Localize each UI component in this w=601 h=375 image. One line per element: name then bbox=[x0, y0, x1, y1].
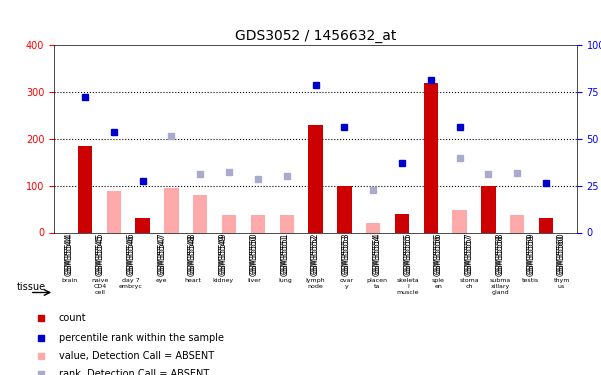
Text: thym
us: thym us bbox=[554, 278, 570, 289]
Text: skeleta
l
muscle: skeleta l muscle bbox=[397, 278, 419, 295]
Text: GSM35558: GSM35558 bbox=[496, 235, 505, 276]
Text: GSM35548: GSM35548 bbox=[188, 232, 197, 274]
Text: GSM35556: GSM35556 bbox=[434, 232, 443, 274]
Bar bbox=[481, 186, 496, 232]
Text: GSM35557: GSM35557 bbox=[465, 232, 474, 274]
Text: GSM35547: GSM35547 bbox=[157, 235, 166, 276]
Text: GSM35554: GSM35554 bbox=[373, 232, 382, 274]
Text: heart: heart bbox=[184, 278, 201, 283]
Text: GSM35558: GSM35558 bbox=[496, 232, 505, 274]
Bar bbox=[222, 214, 236, 232]
Text: GSM35552: GSM35552 bbox=[311, 232, 320, 274]
Text: count: count bbox=[59, 313, 86, 322]
Text: day 7
embryc: day 7 embryc bbox=[119, 278, 143, 289]
Bar bbox=[510, 214, 525, 232]
Text: brain: brain bbox=[61, 278, 78, 283]
Text: GSM35548: GSM35548 bbox=[188, 235, 197, 276]
Bar bbox=[337, 186, 352, 232]
Text: eye: eye bbox=[156, 278, 168, 283]
Text: GSM35560: GSM35560 bbox=[557, 232, 566, 274]
Text: lymph
node: lymph node bbox=[306, 278, 325, 289]
Text: GSM35551: GSM35551 bbox=[280, 235, 289, 276]
Text: GSM35556: GSM35556 bbox=[434, 235, 443, 276]
Text: placen
ta: placen ta bbox=[367, 278, 388, 289]
Text: value, Detection Call = ABSENT: value, Detection Call = ABSENT bbox=[59, 351, 214, 361]
Text: GSM35553: GSM35553 bbox=[342, 232, 351, 274]
Text: GSM35549: GSM35549 bbox=[219, 235, 228, 276]
Text: GSM35545: GSM35545 bbox=[96, 232, 105, 274]
Text: subma
xillary
gland: subma xillary gland bbox=[489, 278, 511, 295]
Text: lung: lung bbox=[278, 278, 291, 283]
Text: naive
CD4
cell: naive CD4 cell bbox=[91, 278, 109, 295]
Text: GSM35554: GSM35554 bbox=[373, 235, 382, 276]
Text: GSM35551: GSM35551 bbox=[280, 232, 289, 274]
Text: GSM35552: GSM35552 bbox=[311, 235, 320, 276]
Bar bbox=[538, 218, 553, 232]
Text: GSM35550: GSM35550 bbox=[249, 235, 258, 276]
Bar bbox=[424, 82, 438, 232]
Text: GSM35560: GSM35560 bbox=[557, 235, 566, 276]
Text: GSM35559: GSM35559 bbox=[526, 232, 535, 274]
Text: GSM35545: GSM35545 bbox=[96, 235, 105, 276]
Text: GSM35546: GSM35546 bbox=[126, 232, 135, 274]
Bar bbox=[279, 214, 294, 232]
Text: GSM35546: GSM35546 bbox=[126, 235, 135, 276]
Text: percentile rank within the sample: percentile rank within the sample bbox=[59, 333, 224, 343]
Text: GSM35544: GSM35544 bbox=[65, 235, 74, 276]
Text: GSM35549: GSM35549 bbox=[219, 232, 228, 274]
Bar bbox=[453, 210, 467, 232]
Text: kidney: kidney bbox=[213, 278, 234, 283]
Text: GSM35544: GSM35544 bbox=[65, 232, 74, 274]
Bar bbox=[395, 214, 409, 232]
Text: ovar
y: ovar y bbox=[339, 278, 353, 289]
Text: tissue: tissue bbox=[17, 282, 46, 291]
Bar bbox=[106, 191, 121, 232]
Bar bbox=[366, 223, 380, 232]
Text: stoma
ch: stoma ch bbox=[460, 278, 479, 289]
Text: GSM35555: GSM35555 bbox=[403, 235, 412, 276]
Text: GSM35559: GSM35559 bbox=[526, 235, 535, 276]
Text: rank, Detection Call = ABSENT: rank, Detection Call = ABSENT bbox=[59, 369, 209, 375]
Text: GSM35550: GSM35550 bbox=[249, 232, 258, 274]
Title: GDS3052 / 1456632_at: GDS3052 / 1456632_at bbox=[235, 28, 396, 43]
Bar bbox=[78, 146, 93, 232]
Text: GSM35553: GSM35553 bbox=[342, 235, 351, 276]
Text: GSM35547: GSM35547 bbox=[157, 232, 166, 274]
Bar bbox=[135, 218, 150, 232]
Text: GSM35557: GSM35557 bbox=[465, 235, 474, 276]
Bar bbox=[251, 214, 265, 232]
Text: liver: liver bbox=[247, 278, 261, 283]
Bar bbox=[308, 124, 323, 232]
Bar bbox=[193, 195, 207, 232]
Bar bbox=[164, 188, 178, 232]
Text: sple
en: sple en bbox=[432, 278, 445, 289]
Text: testis: testis bbox=[522, 278, 539, 283]
Text: GSM35555: GSM35555 bbox=[403, 232, 412, 274]
